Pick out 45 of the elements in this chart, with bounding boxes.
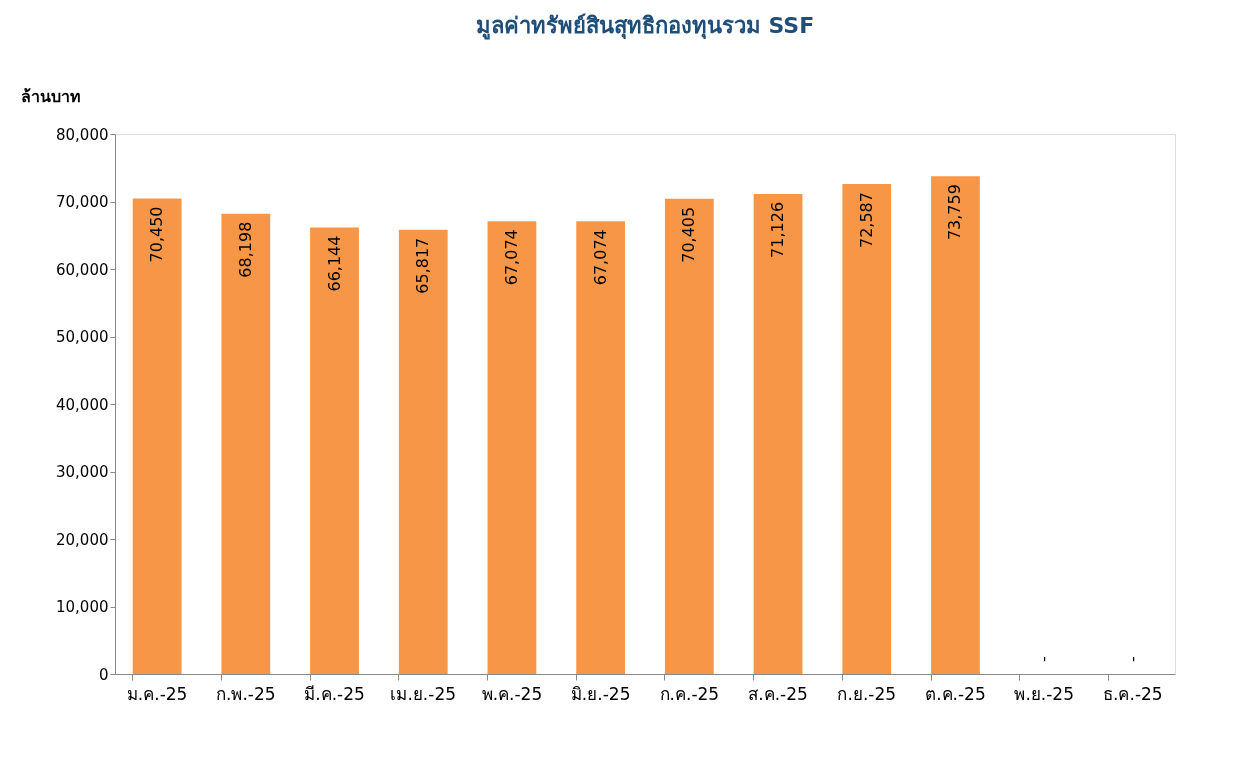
bar <box>132 198 182 674</box>
y-tick-label: 50,000 <box>56 328 109 346</box>
data-label: - <box>1122 656 1142 662</box>
data-label: 66,144 <box>324 235 344 292</box>
bar <box>576 221 626 674</box>
x-tick-label: เม.ย.-25 <box>390 683 457 704</box>
x-tick-label: ก.พ.-25 <box>216 683 276 704</box>
data-label: - <box>1034 656 1054 662</box>
y-tick-label: 30,000 <box>56 463 109 481</box>
x-tick-label: ต.ค.-25 <box>925 683 986 704</box>
y-axis-title: ล้านบาท <box>20 86 81 106</box>
data-label: 67,074 <box>501 229 521 286</box>
y-tick-label: 20,000 <box>56 530 109 549</box>
y-tick-label: 70,000 <box>56 193 109 211</box>
x-tick-label: พ.ย.-25 <box>1014 683 1074 704</box>
bar <box>487 221 537 674</box>
data-label: 71,126 <box>768 201 788 258</box>
y-tick-label: 60,000 <box>56 260 109 279</box>
bar <box>664 198 714 674</box>
bar <box>931 176 980 674</box>
data-label: 65,817 <box>413 237 433 294</box>
bar <box>842 184 892 674</box>
x-tick-label: ก.ย.-25 <box>837 683 897 704</box>
y-tick-label: 0 <box>98 665 109 684</box>
y-tick-label: 80,000 <box>56 125 109 144</box>
data-label: 70,405 <box>679 206 699 263</box>
bar <box>221 213 271 674</box>
x-tick-label: ธ.ค.-25 <box>1103 683 1163 704</box>
data-label: 70,450 <box>147 206 167 263</box>
data-label: 73,759 <box>945 184 965 241</box>
bar <box>753 193 803 674</box>
x-tick-label: ก.ค.-25 <box>659 683 720 704</box>
x-tick-label: มี.ค.-25 <box>304 683 365 704</box>
data-label: 68,198 <box>235 221 255 278</box>
data-label: 72,587 <box>856 192 876 249</box>
y-tick-label: 10,000 <box>56 598 109 616</box>
x-tick-label: มิ.ย.-25 <box>570 683 631 704</box>
bar <box>398 229 448 674</box>
data-label: 67,074 <box>590 229 610 286</box>
chart-title: มูลค่าทรัพย์สินสุทธิกองทุนรวม SSF <box>475 13 815 40</box>
x-tick-label: ส.ค.-25 <box>748 683 808 704</box>
y-tick-label: 40,000 <box>56 395 109 414</box>
bar <box>310 227 359 674</box>
x-tick-label: ม.ค.-25 <box>126 683 188 704</box>
x-tick-label: พ.ค.-25 <box>481 683 543 704</box>
